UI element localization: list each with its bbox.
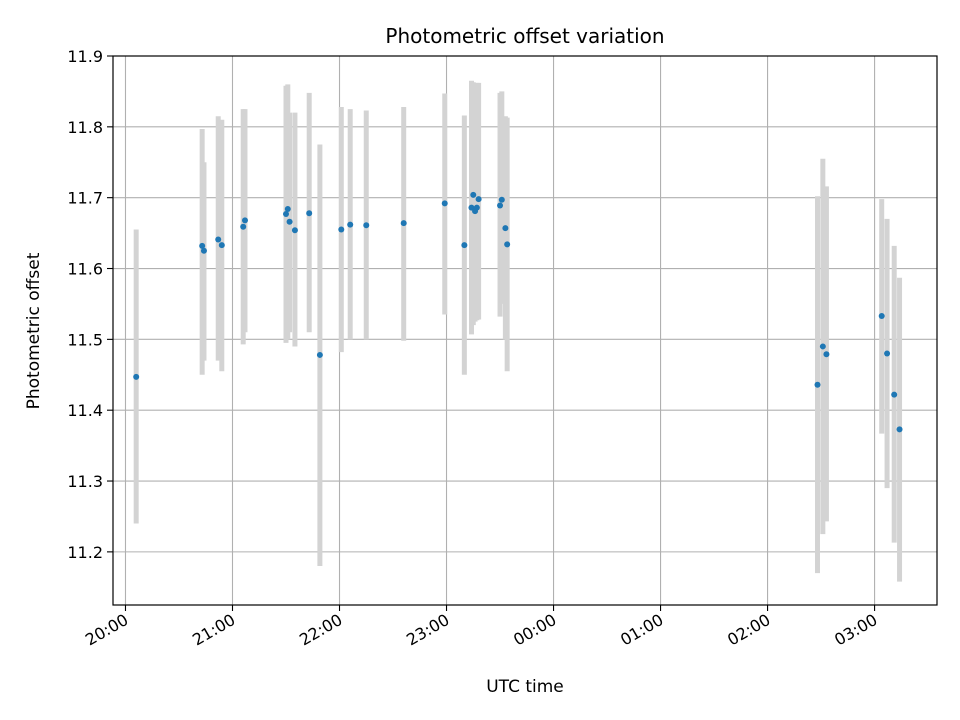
data-point	[896, 426, 903, 433]
data-point	[199, 242, 206, 249]
y-axis-label: Photometric offset	[24, 252, 44, 409]
data-point	[347, 221, 354, 228]
y-tick-label: 11.5	[67, 330, 103, 349]
data-point	[284, 206, 291, 213]
y-tick-label: 11.6	[67, 260, 103, 279]
data-point	[400, 220, 407, 227]
x-axis-label: UTC time	[486, 677, 564, 697]
data-points	[133, 191, 903, 433]
data-point	[241, 217, 248, 224]
data-point	[218, 242, 225, 249]
data-point	[502, 225, 509, 232]
data-point	[823, 351, 830, 358]
plot-frame	[112, 55, 938, 606]
data-point	[475, 196, 482, 203]
data-point	[504, 241, 511, 248]
data-point	[240, 223, 247, 230]
data-point	[814, 381, 821, 388]
y-tick-label: 11.8	[67, 118, 103, 137]
data-point	[461, 242, 468, 249]
data-point	[283, 210, 290, 217]
data-point	[441, 200, 448, 207]
data-point	[286, 218, 293, 225]
data-point	[878, 312, 885, 319]
y-tick-label: 11.4	[67, 401, 103, 420]
data-point	[200, 247, 207, 254]
data-point	[497, 202, 504, 209]
y-tick-label: 11.2	[67, 543, 103, 562]
data-point	[891, 391, 898, 398]
data-point	[338, 226, 345, 233]
data-point	[884, 350, 891, 357]
data-point	[819, 343, 826, 350]
y-tick-label: 11.3	[67, 472, 103, 491]
chart-title: Photometric offset variation	[385, 24, 664, 48]
y-tick-label: 11.7	[67, 189, 103, 208]
data-point	[291, 227, 298, 234]
y-tick-label: 11.9	[67, 47, 103, 66]
data-point	[133, 373, 140, 380]
data-point	[363, 222, 370, 229]
data-point	[470, 191, 477, 198]
data-point	[306, 210, 313, 217]
y-axis-ticks: 11.2 11.3 11.4 11.5 11.6 11.7 11.8 11.9	[67, 47, 113, 562]
data-point	[316, 351, 323, 358]
data-point	[215, 236, 222, 243]
data-point	[473, 204, 480, 211]
data-point	[498, 196, 505, 203]
